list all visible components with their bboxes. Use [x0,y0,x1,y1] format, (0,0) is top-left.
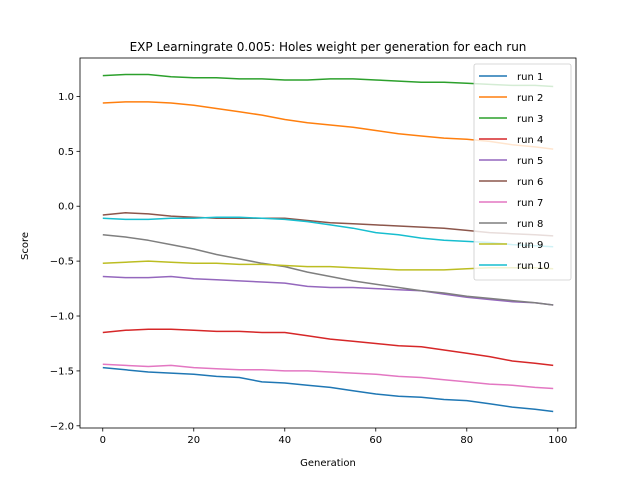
x-tick-label: 40 [278,435,291,446]
y-axis-label: Score [20,232,31,260]
y-tick-label: −2.0 [50,421,74,432]
y-tick-label: −1.0 [50,312,74,323]
legend: run 1 run 2 run 3 run 4 run 5 run 6 run 7 run 8… [473,63,572,281]
legend-label: run 8 [517,219,543,230]
axes-frame [79,57,577,429]
series-line-run-5 [102,275,554,306]
x-tick-label: 60 [369,435,382,446]
x-axis-label: Generation [300,458,356,469]
y-tick-label: 1.0 [58,92,74,103]
series-line-run-4 [102,328,554,367]
chart-title: EXP Learningrate 0.005: Holes weight per… [130,40,527,54]
y-tick-label: −0.5 [50,257,74,268]
legend-label: run 2 [517,93,543,104]
series-line-run-1 [102,366,554,413]
legend-label: run 9 [517,240,543,251]
x-tick-label: 80 [460,435,473,446]
legend-label: run 4 [517,135,543,146]
plot-area: 0 20 40 60 80 100 −2.0 −1.5 −1.0 −0.5 0.0 0.5 1.0 [50,57,577,446]
y-tick-label: 0.5 [58,147,74,158]
legend-label: run 7 [517,198,543,209]
x-tick-label: 0 [100,435,106,446]
series-line-run-7 [102,363,554,390]
y-tick-label: −1.5 [50,366,74,377]
series-line-run-8 [102,234,554,306]
legend-label: run 5 [517,156,543,167]
y-tick-label: 0.0 [58,202,74,213]
legend-label: run 1 [517,72,543,83]
x-tick-label: 20 [187,435,200,446]
legend-label: run 3 [517,114,543,125]
legend-label: run 6 [517,177,543,188]
x-tick-label: 100 [548,435,567,446]
legend-label: run 10 [517,261,550,272]
